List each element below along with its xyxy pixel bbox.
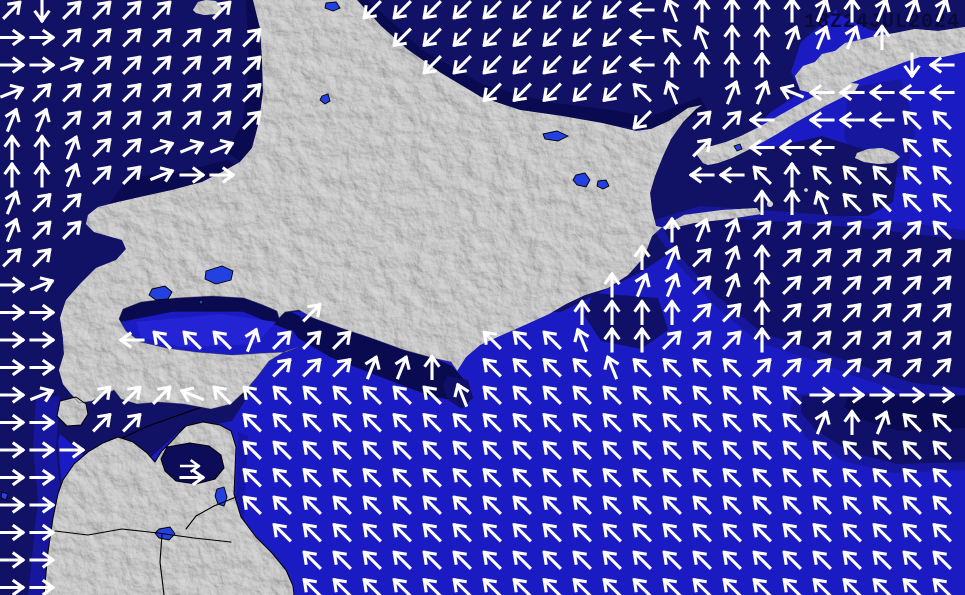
coastline-hokkaido-south: [70, 295, 458, 410]
prefecture-boundaries: [54, 496, 237, 595]
lake-ogawara: [214, 486, 228, 507]
mutsu-bay-water: [160, 442, 225, 485]
model-timestamp: 18Z24JUL2024: [804, 11, 960, 34]
lake: [319, 93, 331, 105]
coastline-okushiri: [56, 396, 89, 427]
lake-kunashiri: [733, 143, 743, 152]
lake-toya: [148, 285, 173, 301]
lake: [198, 299, 204, 305]
lake-shikotsu: [204, 265, 234, 285]
lake-mashu: [596, 179, 610, 190]
boundary-line: [159, 533, 165, 595]
lake: [0, 491, 9, 501]
lake: [324, 1, 341, 12]
lakes-group: [0, 1, 743, 541]
boundary-line: [185, 496, 237, 530]
lake-kussharo: [572, 172, 591, 188]
lake-saroma: [542, 130, 570, 142]
wave-height-region: [664, 217, 965, 388]
wave-height-region: [136, 314, 276, 347]
wave-height-region: [101, 296, 301, 331]
boundary-line: [54, 528, 232, 543]
coastline-honshu: [43, 421, 295, 595]
